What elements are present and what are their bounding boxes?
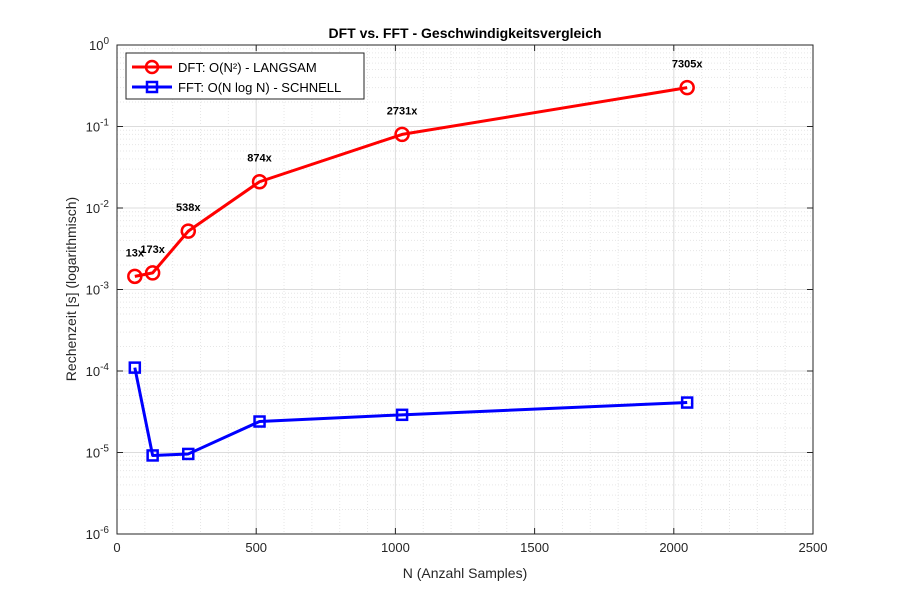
speedup-label: 874x — [247, 153, 272, 165]
data-point-fft — [680, 396, 694, 409]
y-tick-exponent: -3 — [100, 281, 109, 292]
data-point-fft — [395, 408, 409, 422]
x-tick-label: 1000 — [381, 540, 410, 555]
data-point-dft — [251, 173, 268, 190]
legend-label-dft: DFT: O(N²) - LANGSAM — [178, 60, 317, 75]
data-point-fft — [182, 447, 195, 461]
x-axis-label: N (Anzahl Samples) — [403, 565, 528, 581]
y-tick-base: 10 — [86, 364, 100, 379]
y-tick-exponent: -1 — [100, 118, 109, 129]
y-tick-label: 10-4 — [86, 362, 110, 379]
legend-label-fft: FFT: O(N log N) - SCHNELL — [178, 80, 341, 95]
legend-marker-dft — [144, 59, 160, 75]
data-point-dft — [394, 126, 410, 143]
x-tick-label: 2500 — [799, 540, 828, 555]
y-tick-label: 10-1 — [86, 118, 110, 135]
legend: DFT: O(N²) - LANGSAM FFT: O(N log N) - S… — [125, 52, 365, 100]
y-tick-label: 100 — [89, 36, 109, 53]
data-point-fft — [128, 361, 142, 374]
speedup-label: 538x — [176, 202, 201, 214]
speedup-label: 2731x — [387, 105, 418, 117]
data-point-dft — [180, 223, 197, 239]
speedup-label: 173x — [140, 244, 165, 256]
y-tick-label: 10-5 — [86, 444, 110, 461]
x-tick-label: 1500 — [520, 540, 549, 555]
legend-box — [125, 52, 365, 100]
legend-marker-fft — [145, 80, 159, 94]
data-point-dft — [127, 268, 143, 285]
ticks-layer: 0 500 1000 1500 2000 250010010-110-210-310-41… — [86, 36, 828, 555]
y-tick-base: 10 — [86, 446, 100, 461]
data-point-dft — [679, 79, 695, 96]
y-tick-base: 10 — [89, 38, 103, 53]
y-axis-label: Rechenzeit [s] (logarithmisch) — [63, 197, 79, 381]
y-tick-label: 10-2 — [86, 199, 110, 216]
data-point-fft — [253, 415, 266, 428]
y-tick-exponent: 0 — [103, 36, 109, 47]
y-tick-exponent: -2 — [100, 199, 109, 210]
y-tick-exponent: -4 — [100, 362, 109, 373]
data-point-fft — [146, 449, 159, 462]
y-tick-base: 10 — [86, 201, 100, 216]
y-tick-exponent: -5 — [100, 444, 109, 455]
x-tick-label: 2000 — [659, 540, 688, 555]
series-line-dft — [134, 86, 688, 278]
y-tick-label: 10-6 — [86, 525, 110, 542]
speedup-label: 13x — [126, 247, 145, 259]
y-tick-exponent: -6 — [100, 525, 109, 536]
speedup-label: 7305x — [672, 59, 703, 71]
series-line-fft — [133, 367, 688, 457]
series-layer — [127, 79, 695, 462]
y-tick-base: 10 — [86, 283, 100, 298]
y-tick-base: 10 — [86, 527, 100, 542]
y-tick-label: 10-3 — [86, 281, 110, 298]
y-tick-base: 10 — [86, 120, 100, 135]
chart-title: DFT vs. FFT - Geschwindigkeitsvergleich — [328, 25, 601, 41]
x-tick-label: 0 — [113, 540, 120, 555]
x-tick-label: 500 — [245, 540, 267, 555]
data-point-dft — [144, 265, 161, 281]
